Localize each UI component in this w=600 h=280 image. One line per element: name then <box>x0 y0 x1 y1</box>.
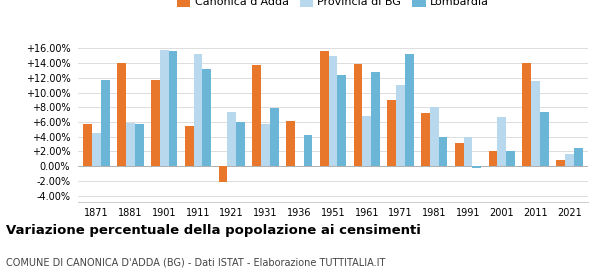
Bar <box>101 80 110 166</box>
Bar <box>405 54 414 166</box>
Bar <box>227 113 236 166</box>
Bar <box>286 121 295 166</box>
Bar <box>371 72 380 166</box>
Legend: Canonica d'Adda, Provincia di BG, Lombardia: Canonica d'Adda, Provincia di BG, Lombar… <box>172 0 494 12</box>
Bar <box>497 117 506 166</box>
Bar <box>185 127 194 166</box>
Bar <box>556 160 565 166</box>
Bar <box>421 113 430 166</box>
Bar <box>261 124 270 166</box>
Bar <box>270 108 278 166</box>
Bar <box>506 151 515 166</box>
Bar <box>202 69 211 166</box>
Bar <box>194 54 202 166</box>
Bar <box>320 51 329 166</box>
Bar <box>574 148 583 166</box>
Bar <box>388 100 396 166</box>
Text: COMUNE DI CANONICA D'ADDA (BG) - Dati ISTAT - Elaborazione TUTTITALIA.IT: COMUNE DI CANONICA D'ADDA (BG) - Dati IS… <box>6 258 385 268</box>
Bar <box>135 124 143 166</box>
Bar <box>396 85 405 166</box>
Bar <box>565 154 574 166</box>
Bar <box>252 65 261 166</box>
Bar <box>489 151 497 166</box>
Bar <box>169 51 177 166</box>
Bar <box>523 63 531 166</box>
Bar <box>531 81 540 166</box>
Bar <box>430 107 439 166</box>
Bar <box>236 122 245 166</box>
Bar <box>218 166 227 183</box>
Bar <box>472 166 481 168</box>
Bar <box>464 137 472 166</box>
Bar <box>439 137 448 166</box>
Bar <box>353 64 362 166</box>
Bar <box>126 123 135 166</box>
Bar <box>160 50 169 166</box>
Bar <box>117 63 126 166</box>
Bar <box>540 112 549 166</box>
Bar <box>337 75 346 166</box>
Bar <box>92 133 101 166</box>
Bar <box>151 80 160 166</box>
Bar <box>329 57 337 166</box>
Bar <box>304 135 313 166</box>
Bar <box>455 143 464 166</box>
Text: Variazione percentuale della popolazione ai censimenti: Variazione percentuale della popolazione… <box>6 224 421 237</box>
Bar <box>362 116 371 166</box>
Bar <box>83 124 92 166</box>
